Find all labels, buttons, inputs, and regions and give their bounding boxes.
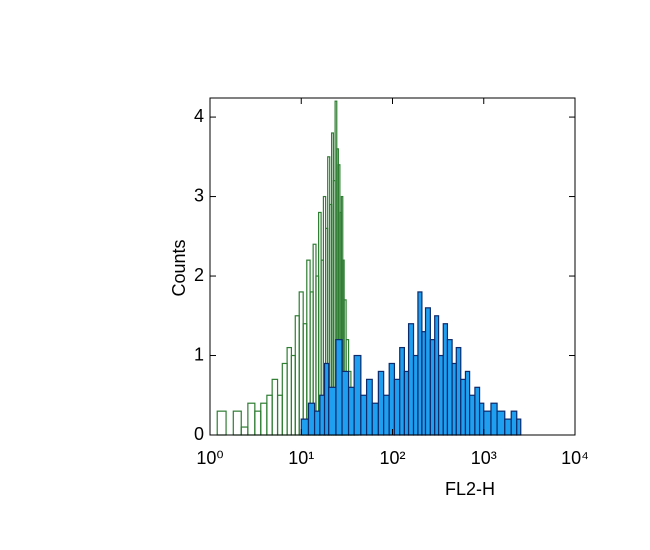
x-tick-label: 10¹ — [288, 448, 314, 468]
histogram-bar — [365, 378, 373, 436]
y-tick-label: 0 — [194, 424, 204, 444]
histogram-bar — [451, 362, 457, 436]
histogram-bar — [254, 410, 262, 436]
histogram-bar — [335, 339, 343, 436]
histogram-bar — [240, 426, 249, 436]
histogram-bar — [276, 394, 283, 436]
histogram-bar — [377, 370, 385, 436]
histogram-bar — [313, 410, 321, 436]
histogram-bar — [371, 402, 379, 436]
histogram-bar — [319, 394, 326, 436]
x-tick-label: 10⁰ — [196, 448, 223, 468]
y-tick-label: 2 — [194, 265, 204, 285]
histogram-bar — [407, 323, 415, 436]
histogram-bar — [474, 386, 481, 436]
histogram-bar — [328, 386, 337, 436]
histogram-bar — [437, 354, 444, 436]
histogram-bar — [286, 346, 293, 436]
histogram-bar — [469, 394, 476, 436]
y-tick-label: 4 — [194, 106, 204, 126]
histogram-bar — [271, 378, 279, 436]
histogram-bar — [307, 402, 316, 436]
histogram-bar — [388, 362, 396, 436]
histogram-bar — [460, 378, 467, 436]
histogram-bar — [442, 323, 449, 436]
x-tick-label: 10⁴ — [561, 448, 589, 468]
histogram-bar — [360, 394, 368, 436]
histogram-bar — [260, 402, 268, 436]
histogram-bar — [266, 394, 273, 436]
histogram-bar — [323, 362, 330, 436]
histogram-bar — [490, 402, 498, 436]
histogram-bar — [247, 402, 256, 436]
histogram-bar — [393, 378, 401, 436]
histogram-bar — [429, 339, 436, 436]
histogram-bar — [383, 394, 390, 436]
histogram-bar — [424, 307, 431, 436]
histogram-bar — [464, 370, 471, 436]
histogram-bar — [347, 386, 355, 436]
histogram-bar — [510, 410, 518, 436]
histogram-bar — [483, 410, 492, 436]
y-axis-label: Counts — [169, 239, 189, 296]
histogram-bar — [232, 410, 242, 436]
histogram-bar — [446, 339, 453, 436]
histogram-bar — [300, 418, 310, 436]
histogram-bar — [353, 354, 362, 436]
histogram-bar — [455, 346, 462, 436]
histogram-bar — [516, 418, 522, 436]
histogram-bar — [412, 354, 419, 436]
histogram-bar — [478, 402, 485, 436]
y-tick-label: 1 — [194, 344, 204, 364]
x-tick-label: 10² — [379, 448, 405, 468]
histogram-bar — [399, 346, 405, 436]
histogram-bar — [403, 370, 410, 436]
x-axis-label: FL2-H — [445, 479, 495, 499]
histogram-bar — [504, 418, 512, 436]
y-tick-label: 3 — [194, 185, 204, 205]
histogram-bar — [341, 370, 350, 436]
histogram-bar — [281, 362, 288, 436]
histogram-bar — [216, 410, 227, 436]
x-tick-label: 10³ — [471, 448, 497, 468]
histogram-bar — [496, 410, 506, 436]
